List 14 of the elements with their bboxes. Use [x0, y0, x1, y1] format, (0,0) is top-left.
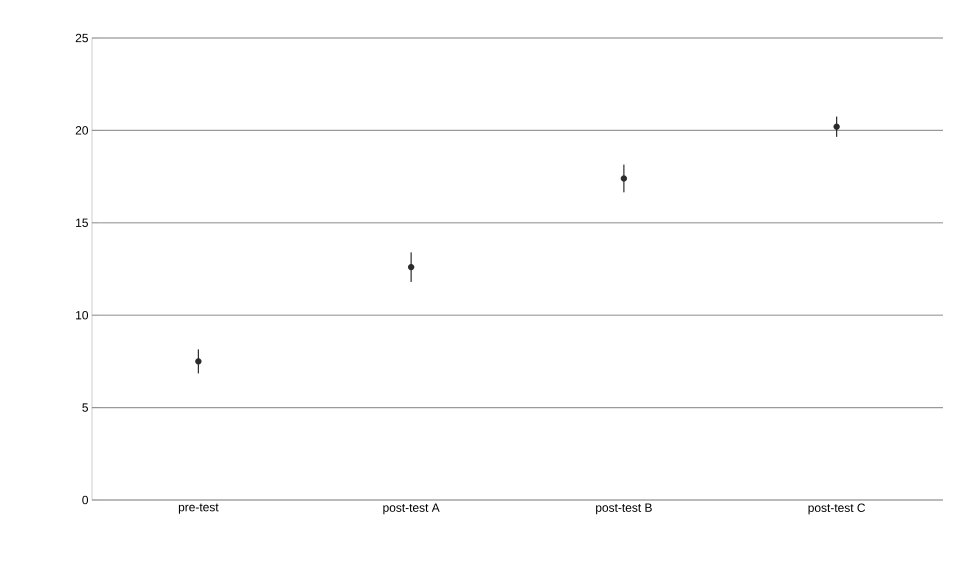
point [833, 124, 840, 130]
x-tick-label: post-test A [383, 504, 440, 514]
y-tick-label: 20 [76, 126, 88, 135]
x-tick-label: pre-test [178, 504, 219, 514]
point [408, 264, 414, 270]
y-tick-label: 15 [76, 218, 88, 227]
y-tick-label: 25 [76, 34, 88, 42]
y-tick-label: 0 [82, 496, 88, 504]
x-tick-label: post-test B [596, 504, 652, 514]
x-tick-label: post-test C [808, 504, 866, 514]
point [195, 358, 202, 365]
y-tick-label: 5 [82, 403, 88, 412]
point [620, 175, 628, 182]
y-tick-label: 10 [76, 310, 88, 320]
